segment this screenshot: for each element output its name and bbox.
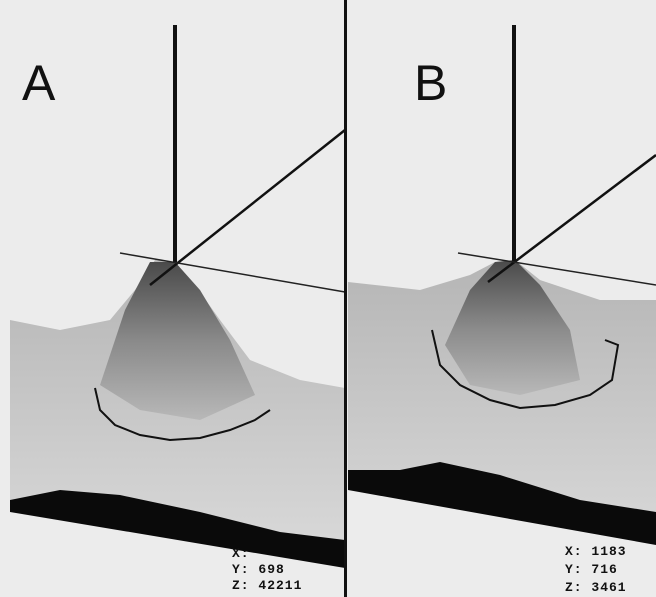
readout: Y: 716 — [565, 562, 618, 577]
readout: X: 1183 — [565, 544, 627, 559]
panel-label: A — [22, 55, 56, 111]
readout: Y: 698 — [232, 562, 285, 577]
figure: A X: Y: 698 Z: 42211 B X: 1183 Y: 716 Z:… — [0, 0, 656, 597]
divider — [344, 0, 347, 597]
readout: Z: 3461 — [565, 580, 627, 595]
panel-b: B X: 1183 Y: 716 Z: 3461 — [347, 0, 656, 597]
readout: Z: 42211 — [232, 578, 302, 593]
readout: X: — [232, 546, 250, 561]
panel-label: B — [414, 55, 447, 111]
panel-a: A X: Y: 698 Z: 42211 — [0, 0, 345, 597]
